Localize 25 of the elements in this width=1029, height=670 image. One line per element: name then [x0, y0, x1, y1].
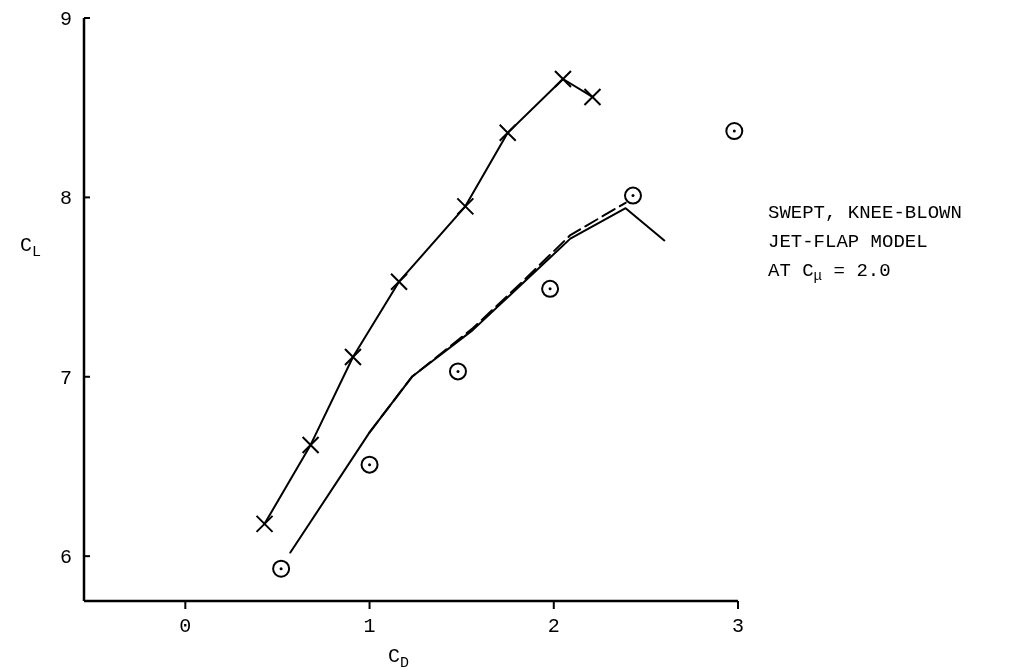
point: [448, 362, 467, 381]
x-tick-label: 2: [547, 615, 560, 638]
x-tick-label: 0: [179, 615, 192, 638]
point: [583, 87, 602, 106]
point: [553, 69, 572, 88]
point: [390, 272, 409, 291]
y-tick-label: 6: [59, 546, 72, 570]
y-tick-label: 8: [59, 187, 72, 211]
point: [255, 514, 274, 533]
point: [456, 197, 475, 216]
point: [541, 279, 560, 298]
point: [343, 348, 362, 367]
point: [725, 122, 744, 141]
x-tick-label: 3: [731, 615, 745, 638]
point: [623, 186, 642, 205]
text: SWEPT, KNEE-BLOWN JET-FLAP MODEL AT C$_{μ}$ = 2.0: [768, 202, 962, 285]
y-axis-title: C$_{L}$: [20, 234, 42, 261]
x-tick-label: 1: [363, 615, 376, 638]
point: [498, 123, 517, 142]
x-axis-title: C$_{D}$: [387, 645, 409, 670]
y-tick-label: 9: [59, 8, 72, 31]
point: [272, 559, 291, 578]
point: [301, 435, 320, 454]
point: [360, 455, 379, 474]
y-tick-label: 7: [59, 366, 72, 390]
